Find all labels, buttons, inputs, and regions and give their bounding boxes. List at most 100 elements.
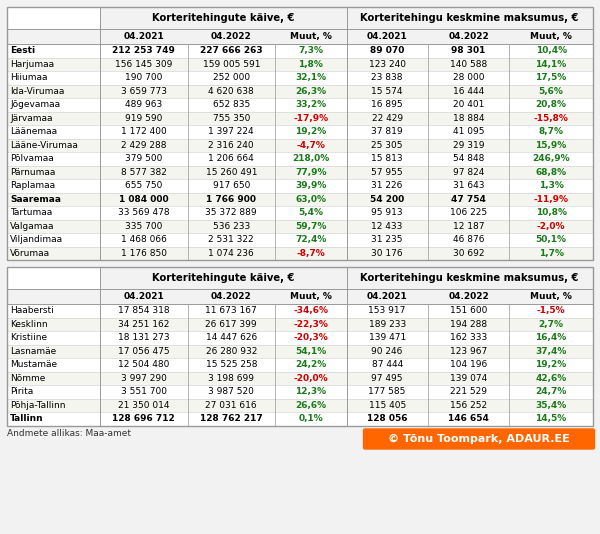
Text: Mustamäe: Mustamäe <box>10 360 57 369</box>
Text: 04.2022: 04.2022 <box>211 292 251 301</box>
Text: Pirita: Pirita <box>10 387 33 396</box>
Text: Korteritehingute käive, €: Korteritehingute käive, € <box>152 273 295 283</box>
Text: 917 650: 917 650 <box>212 181 250 190</box>
Text: © Tõnu Toompark, ADAUR.EE: © Tõnu Toompark, ADAUR.EE <box>388 434 570 444</box>
Text: Võrumaa: Võrumaa <box>10 249 50 258</box>
Text: 919 590: 919 590 <box>125 114 163 123</box>
Text: 04.2022: 04.2022 <box>448 292 489 301</box>
Text: 3 551 700: 3 551 700 <box>121 387 167 396</box>
Text: Viljandimaa: Viljandimaa <box>10 235 63 244</box>
Text: 1 766 900: 1 766 900 <box>206 195 256 204</box>
Text: 41 095: 41 095 <box>453 127 484 136</box>
Text: 33 569 478: 33 569 478 <box>118 208 170 217</box>
Text: Järvamaa: Järvamaa <box>10 114 53 123</box>
Bar <box>7 304 593 318</box>
Text: 04.2022: 04.2022 <box>448 32 489 41</box>
Text: 1 176 850: 1 176 850 <box>121 249 167 258</box>
Text: 04.2022: 04.2022 <box>211 32 251 41</box>
Text: 11 673 167: 11 673 167 <box>205 307 257 315</box>
Text: 12 433: 12 433 <box>371 222 403 231</box>
Text: 156 145 309: 156 145 309 <box>115 60 172 69</box>
Text: 128 762 217: 128 762 217 <box>200 414 263 423</box>
Text: 123 967: 123 967 <box>450 347 487 356</box>
Text: -2,0%: -2,0% <box>537 222 565 231</box>
Text: 212 253 749: 212 253 749 <box>112 46 175 55</box>
Bar <box>7 247 593 260</box>
Text: 19,2%: 19,2% <box>295 127 326 136</box>
Text: 652 835: 652 835 <box>212 100 250 109</box>
Bar <box>7 166 593 179</box>
Bar <box>7 112 593 125</box>
Text: 8,7%: 8,7% <box>539 127 563 136</box>
Text: 31 643: 31 643 <box>453 181 484 190</box>
Text: 30 692: 30 692 <box>453 249 484 258</box>
Bar <box>347 267 593 289</box>
Text: 24,7%: 24,7% <box>535 387 567 396</box>
Text: 755 350: 755 350 <box>212 114 250 123</box>
Text: 63,0%: 63,0% <box>295 195 326 204</box>
Text: 139 471: 139 471 <box>368 333 406 342</box>
Text: 153 917: 153 917 <box>368 307 406 315</box>
Text: 27 031 616: 27 031 616 <box>205 400 257 410</box>
Text: 189 233: 189 233 <box>368 320 406 329</box>
Bar <box>7 71 593 84</box>
Text: 15,9%: 15,9% <box>535 141 567 150</box>
Text: 89 070: 89 070 <box>370 46 404 55</box>
Text: 23 838: 23 838 <box>371 73 403 82</box>
Bar <box>7 125 593 138</box>
Bar <box>7 152 593 166</box>
Text: 655 750: 655 750 <box>125 181 163 190</box>
Text: 32,1%: 32,1% <box>295 73 326 82</box>
Text: 218,0%: 218,0% <box>292 154 329 163</box>
Text: -11,9%: -11,9% <box>533 195 569 204</box>
Bar <box>7 179 593 192</box>
Text: 536 233: 536 233 <box>212 222 250 231</box>
Text: -15,8%: -15,8% <box>533 114 569 123</box>
Text: Ida-Virumaa: Ida-Virumaa <box>10 87 64 96</box>
Text: 04.2021: 04.2021 <box>124 292 164 301</box>
Text: 18 884: 18 884 <box>453 114 484 123</box>
Bar <box>7 44 593 58</box>
Text: 30 176: 30 176 <box>371 249 403 258</box>
Bar <box>7 192 593 206</box>
Text: -17,9%: -17,9% <box>293 114 328 123</box>
Text: Harjumaa: Harjumaa <box>10 60 54 69</box>
Text: 39,9%: 39,9% <box>295 181 326 190</box>
Text: Valgamaa: Valgamaa <box>10 222 55 231</box>
Text: -22,3%: -22,3% <box>293 320 328 329</box>
Text: 3 198 699: 3 198 699 <box>208 374 254 383</box>
Text: 190 700: 190 700 <box>125 73 163 82</box>
Text: 123 240: 123 240 <box>368 60 406 69</box>
Text: -1,5%: -1,5% <box>537 307 565 315</box>
Text: 17 056 475: 17 056 475 <box>118 347 170 356</box>
Text: 59,7%: 59,7% <box>295 222 326 231</box>
Text: 0,1%: 0,1% <box>298 414 323 423</box>
Text: -34,6%: -34,6% <box>293 307 328 315</box>
Text: 97 824: 97 824 <box>453 168 484 177</box>
Bar <box>7 358 593 372</box>
Text: 90 246: 90 246 <box>371 347 403 356</box>
Bar <box>7 267 593 426</box>
Text: 2 429 288: 2 429 288 <box>121 141 167 150</box>
Text: 37,4%: 37,4% <box>535 347 567 356</box>
Text: 2 316 240: 2 316 240 <box>208 141 254 150</box>
Text: 26,6%: 26,6% <box>295 400 326 410</box>
Text: 95 913: 95 913 <box>371 208 403 217</box>
Text: 17,5%: 17,5% <box>535 73 567 82</box>
Text: Muut, %: Muut, % <box>290 292 332 301</box>
Text: 194 288: 194 288 <box>450 320 487 329</box>
Text: Kristiine: Kristiine <box>10 333 47 342</box>
Text: Eesti: Eesti <box>10 46 35 55</box>
Text: 15 525 258: 15 525 258 <box>206 360 257 369</box>
Text: -20,3%: -20,3% <box>293 333 328 342</box>
Text: 115 405: 115 405 <box>368 400 406 410</box>
Text: 16 895: 16 895 <box>371 100 403 109</box>
Text: Haabersti: Haabersti <box>10 307 54 315</box>
Bar <box>7 206 593 219</box>
Text: 1 172 400: 1 172 400 <box>121 127 167 136</box>
Text: 18 131 273: 18 131 273 <box>118 333 170 342</box>
Text: 72,4%: 72,4% <box>295 235 326 244</box>
Text: 221 529: 221 529 <box>450 387 487 396</box>
Text: 162 333: 162 333 <box>450 333 487 342</box>
Text: -20,0%: -20,0% <box>293 374 328 383</box>
